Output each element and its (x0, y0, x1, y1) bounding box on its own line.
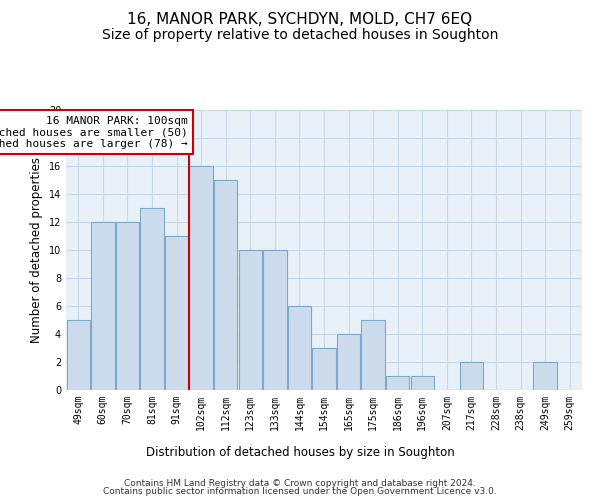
Text: 16 MANOR PARK: 100sqm
← 39% of detached houses are smaller (50)
61% of semi-deta: 16 MANOR PARK: 100sqm ← 39% of detached … (0, 116, 188, 149)
Bar (91, 222, 115, 390)
Bar (140, 208, 164, 390)
Text: Contains public sector information licensed under the Open Government Licence v3: Contains public sector information licen… (103, 487, 497, 496)
Y-axis label: Number of detached properties: Number of detached properties (30, 157, 43, 343)
Bar (460, 362, 483, 390)
Bar (239, 250, 262, 390)
Text: 16, MANOR PARK, SYCHDYN, MOLD, CH7 6EQ: 16, MANOR PARK, SYCHDYN, MOLD, CH7 6EQ (127, 12, 473, 28)
Bar (337, 334, 360, 390)
Bar (190, 166, 213, 390)
Bar (116, 222, 139, 390)
Bar (313, 348, 335, 390)
Bar (288, 306, 311, 390)
Text: Contains HM Land Registry data © Crown copyright and database right 2024.: Contains HM Land Registry data © Crown c… (124, 478, 476, 488)
Bar (410, 376, 434, 390)
Bar (263, 250, 287, 390)
Text: Size of property relative to detached houses in Soughton: Size of property relative to detached ho… (102, 28, 498, 42)
Bar (386, 376, 409, 390)
Bar (214, 180, 238, 390)
Bar (165, 236, 188, 390)
Bar (533, 362, 557, 390)
Bar (361, 320, 385, 390)
Text: Distribution of detached houses by size in Soughton: Distribution of detached houses by size … (146, 446, 454, 459)
Bar (67, 320, 90, 390)
